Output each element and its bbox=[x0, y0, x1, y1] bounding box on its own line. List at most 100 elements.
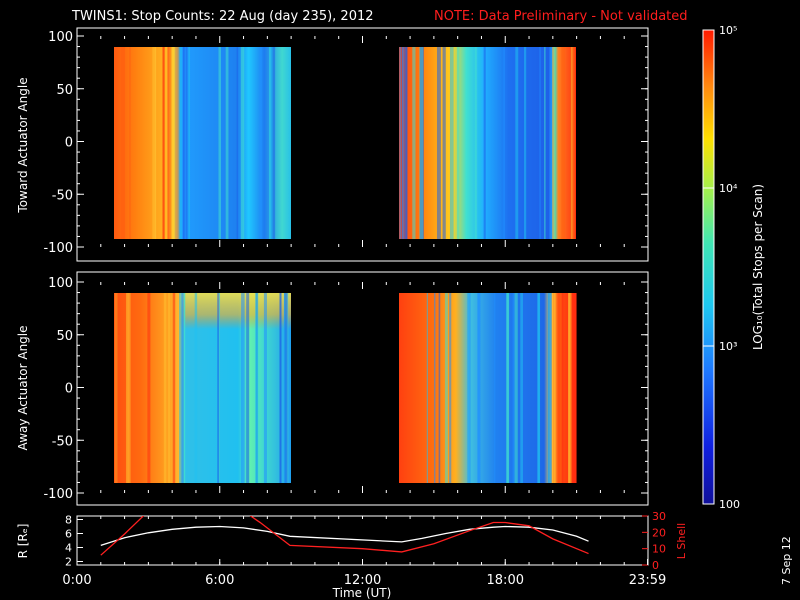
panel-away-frame bbox=[76, 271, 649, 506]
heatmap-stripe bbox=[412, 47, 416, 239]
heatmap-stripe bbox=[194, 293, 198, 483]
heatmap-stripe bbox=[269, 47, 273, 239]
heatmap-stripe bbox=[552, 47, 555, 239]
lshell-tick-label: 20 bbox=[652, 526, 666, 539]
heatmap-stripe bbox=[512, 293, 515, 483]
heatmap-stripe bbox=[554, 293, 556, 483]
r-tick-label: 4 bbox=[65, 542, 72, 555]
colorbar-tick-label: 10³ bbox=[719, 340, 737, 353]
heatmap-stripe bbox=[255, 293, 259, 483]
heatmap-stripe bbox=[176, 47, 180, 239]
heatmap-stripe bbox=[524, 47, 527, 239]
heatmap-toward-block-2 bbox=[399, 47, 576, 239]
heatmap-stripe bbox=[174, 47, 178, 239]
heatmap-stripe bbox=[520, 293, 523, 483]
heatmap-stripe bbox=[241, 293, 245, 483]
y-tick-label: -50 bbox=[52, 434, 73, 449]
heatmap-stripe bbox=[403, 47, 408, 239]
r-tick-label: 8 bbox=[65, 514, 72, 527]
y-tick-label: 50 bbox=[56, 329, 73, 344]
ephemeris-lshell-label: L Shell bbox=[675, 523, 688, 559]
lshell-tick-label: 10 bbox=[652, 543, 666, 556]
x-tick-label: 12:00 bbox=[344, 573, 381, 588]
heatmap-stripe bbox=[127, 293, 131, 483]
heatmap-stripe bbox=[506, 293, 509, 483]
heatmap-stripe bbox=[162, 47, 165, 239]
heatmap-stripe bbox=[570, 47, 574, 239]
r-tick-label: 2 bbox=[65, 556, 72, 569]
heatmap-stripe bbox=[444, 293, 448, 483]
heatmap-stripe bbox=[503, 47, 505, 239]
heatmap-stripe bbox=[172, 293, 176, 483]
heatmap-stripe bbox=[537, 293, 540, 483]
heatmap-stripe bbox=[474, 47, 477, 239]
toward-y-axis: 100 50 0 -50 -100 bbox=[43, 30, 649, 256]
colorbar-label: LOG₁₀(Total Stops per Scan) bbox=[751, 184, 765, 350]
heatmap-stripe bbox=[168, 293, 170, 483]
heatmap-stripe bbox=[279, 293, 281, 483]
y-tick-label: -100 bbox=[43, 487, 73, 502]
heatmap-stripe bbox=[436, 47, 441, 239]
heatmap-stripe bbox=[114, 293, 118, 483]
heatmap-stripe bbox=[225, 47, 229, 239]
heatmap-stripe bbox=[399, 47, 402, 239]
heatmap-stripe bbox=[426, 293, 428, 483]
date-stamp: 7 Sep 12 bbox=[780, 536, 793, 585]
heatmap-stripe bbox=[184, 293, 186, 483]
heatmap-stripe bbox=[188, 47, 191, 239]
y-tick-label: 100 bbox=[48, 276, 73, 291]
heatmap-away-high-angle-band bbox=[180, 293, 291, 329]
toward-ylabel: Toward Actuator Angle bbox=[16, 77, 30, 213]
heatmap-stripe bbox=[284, 293, 288, 483]
heatmap-stripe bbox=[544, 47, 546, 239]
chart-title: TWINS1: Stop Counts: 22 Aug (day 235), 2… bbox=[71, 9, 374, 24]
heatmap-toward-stripes bbox=[120, 47, 576, 239]
heatmap-away-stripes bbox=[114, 293, 578, 483]
heatmap-stripe bbox=[568, 293, 572, 483]
heatmap-stripe bbox=[514, 293, 518, 483]
colorbar: 10⁵ 10⁴ 10³ 100 LOG₁₀(Total Stops per Scan) bbox=[702, 24, 765, 511]
heatmap-stripe bbox=[573, 293, 578, 483]
heatmap-stripe bbox=[168, 47, 172, 239]
heatmap-stripe bbox=[560, 293, 562, 483]
data-note: NOTE: Data Preliminary - Not validated bbox=[434, 9, 688, 24]
heatmap-stripe bbox=[561, 47, 565, 239]
heatmap-stripe bbox=[182, 47, 185, 239]
heatmap-stripe bbox=[515, 47, 519, 239]
heatmap-stripe bbox=[129, 47, 131, 239]
heatmap-stripe bbox=[179, 293, 183, 483]
heatmap-stripe bbox=[419, 47, 424, 239]
heatmap-stripe bbox=[442, 47, 446, 239]
colorbar-gradient bbox=[703, 30, 714, 504]
heatmap-stripe bbox=[449, 47, 454, 239]
heatmap-toward bbox=[114, 47, 576, 239]
heatmap-toward-block-1 bbox=[114, 47, 291, 239]
y-tick-label: -50 bbox=[52, 188, 73, 203]
x-tick-label: 23:59 bbox=[629, 573, 666, 588]
x-tick-label: 0:00 bbox=[62, 573, 91, 588]
colorbar-tick-label: 10⁵ bbox=[719, 24, 737, 37]
heatmap-away bbox=[114, 293, 578, 483]
y-tick-label: 100 bbox=[48, 30, 73, 45]
heatmap-stripe bbox=[561, 293, 564, 483]
heatmap-stripe bbox=[433, 293, 436, 483]
colorbar-ticks: 10⁵ 10⁴ 10³ 100 bbox=[703, 24, 740, 511]
heatmap-stripe bbox=[438, 293, 441, 483]
r-tick-label: 6 bbox=[65, 528, 72, 541]
heatmap-stripe bbox=[181, 293, 184, 483]
heatmap-stripe bbox=[263, 293, 267, 483]
heatmap-stripe bbox=[539, 47, 541, 239]
colorbar-tick-label: 10⁴ bbox=[719, 182, 738, 195]
y-tick-label: -100 bbox=[43, 241, 73, 256]
ephemeris-r-label: R [Rₑ] bbox=[16, 524, 30, 559]
heatmap-stripe bbox=[547, 293, 552, 483]
series-line-r bbox=[100, 525, 589, 547]
heatmap-stripe bbox=[179, 47, 182, 239]
x-axis-title: Time (UT) bbox=[332, 586, 392, 600]
y-tick-label: 0 bbox=[65, 382, 73, 397]
series-line-lshell bbox=[100, 516, 589, 556]
x-tick-label: 18:00 bbox=[487, 573, 524, 588]
heatmap-stripe bbox=[236, 47, 238, 239]
heatmap-stripe bbox=[467, 293, 471, 483]
lshell-tick-label: 0 bbox=[652, 559, 659, 572]
